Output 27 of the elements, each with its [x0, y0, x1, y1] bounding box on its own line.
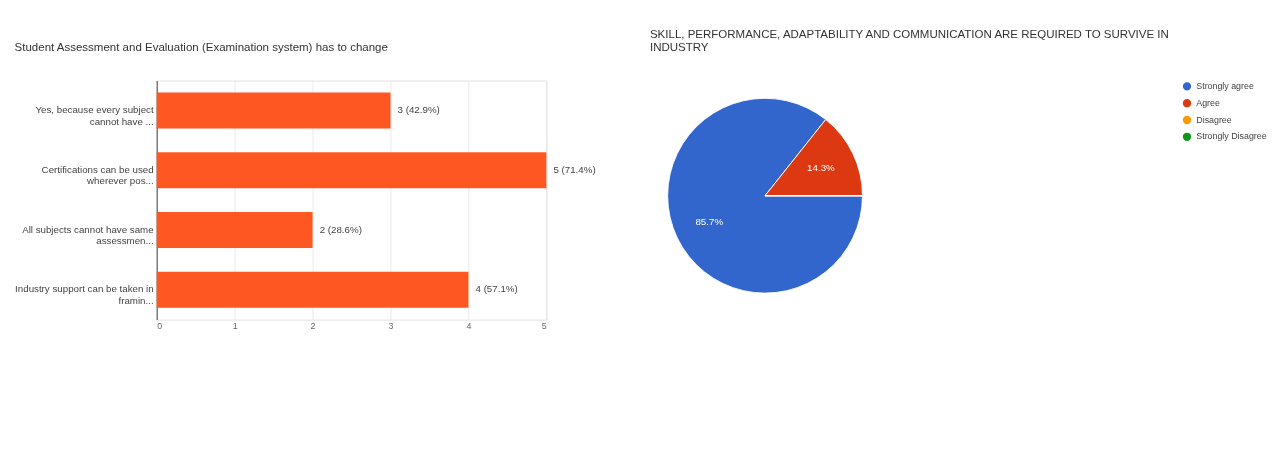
y-tick-label: Certifications can be used wherever pos...	[41, 163, 154, 187]
legend-label: Strongly agree	[1196, 81, 1254, 92]
legend-label: Disagree	[1196, 114, 1232, 125]
bar	[156, 212, 313, 248]
data-label: 14.3%	[807, 162, 836, 174]
x-tick-label: 3	[388, 320, 394, 331]
bar	[156, 92, 391, 129]
pie-slice	[667, 97, 863, 294]
data-label: 85.7%	[695, 216, 724, 228]
chart-title: Student Assessment and Evaluation (Examination system) has to change	[14, 41, 388, 54]
legend-label: Strongly Disagree	[1196, 131, 1267, 142]
y-tick-label: Industry support can be taken in framin...	[15, 283, 154, 306]
legend-label: Agree	[1196, 97, 1220, 108]
chart-title: SKILL, PERFORMANCE, ADAPTABILITY AND COMMUNICATION ARE REQUIRED TO SURVIVE IN INDUSTRY	[649, 28, 1169, 54]
y-tick-label: Yes, because every subject cannot have ...	[35, 104, 154, 127]
x-tick-label: 5	[541, 320, 547, 331]
x-tick-label: 2	[310, 320, 316, 331]
x-tick-label: 1	[232, 320, 238, 331]
bar	[156, 152, 547, 189]
x-tick-label: 0	[157, 320, 163, 331]
bar	[156, 271, 469, 308]
y-tick-label: All subjects cannot have same assessmen...	[22, 223, 154, 247]
data-label: 4 (57.1%)	[475, 283, 518, 295]
data-label: 3 (42.9%)	[397, 104, 440, 116]
x-tick-label: 4	[466, 320, 472, 331]
data-label: 5 (71.4%)	[553, 163, 596, 175]
data-label: 2 (28.6%)	[319, 223, 362, 235]
